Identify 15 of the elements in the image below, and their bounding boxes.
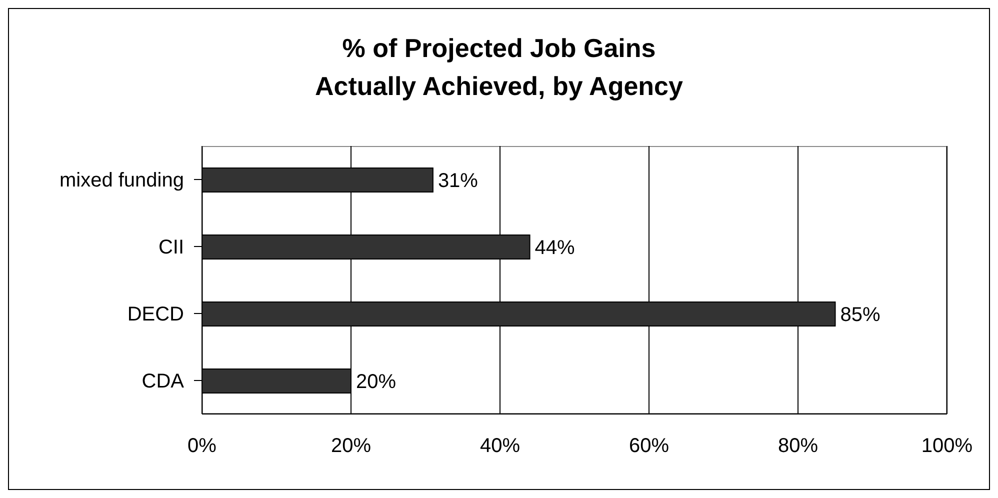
data-label: 31% xyxy=(438,170,478,192)
x-tick-label: 40% xyxy=(480,435,520,458)
y-tick-label: DECD xyxy=(127,304,184,326)
x-tick-label: 100% xyxy=(921,435,973,458)
x-tick-label: 80% xyxy=(778,435,818,458)
chart-title: % of Projected Job Gains Actually Achieved, by Agency xyxy=(314,32,684,103)
data-label: 85% xyxy=(840,304,880,326)
data-label: 20% xyxy=(356,371,396,394)
y-tick-label: CII xyxy=(158,236,184,259)
y-tick-label: CDA xyxy=(142,370,185,393)
y-tick-label: mixed funding xyxy=(59,170,184,192)
x-tick-label: 20% xyxy=(330,435,372,458)
x-tick-label: 60% xyxy=(628,435,670,458)
x-tick-label: 0% xyxy=(188,435,217,458)
data-label: 44% xyxy=(534,237,576,260)
